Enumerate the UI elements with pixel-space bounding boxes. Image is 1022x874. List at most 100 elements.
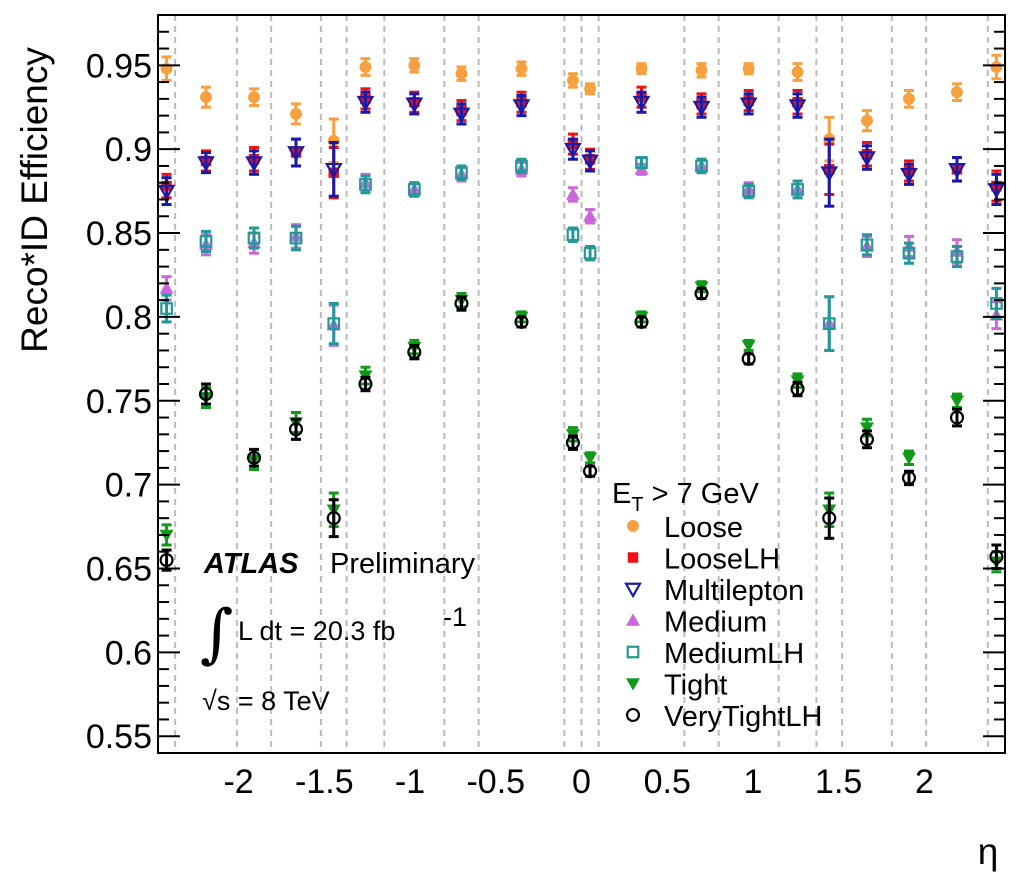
data-point — [949, 395, 964, 408]
data-series-layer — [157, 53, 1006, 574]
data-point — [635, 156, 648, 169]
data-point — [455, 166, 468, 180]
data-point — [407, 183, 421, 196]
x-axis-title: η — [978, 831, 999, 872]
data-point — [634, 314, 649, 329]
integral-sign: ∫ — [200, 597, 233, 671]
legend-label: Loose — [664, 512, 743, 544]
data-point — [159, 553, 174, 568]
data-point — [407, 345, 422, 360]
legend-item-looselh: LooseLH — [627, 544, 780, 576]
x-tick-label: 0 — [572, 763, 591, 801]
data-point — [245, 156, 263, 172]
data-point — [902, 246, 916, 260]
x-tick-label: 0.5 — [644, 763, 691, 801]
x-tick-label: -0.5 — [466, 763, 525, 801]
data-point — [246, 450, 262, 465]
data-point — [692, 100, 711, 117]
data-point — [566, 228, 580, 242]
data-point — [583, 246, 597, 260]
data-point — [512, 99, 531, 115]
data-point — [859, 422, 874, 435]
series-medium — [159, 157, 1004, 352]
legend-label: Medium — [664, 607, 767, 639]
energy-label: √s = 8 TeV — [202, 686, 330, 716]
data-point — [288, 422, 304, 437]
data-point — [408, 59, 421, 72]
data-point — [859, 432, 875, 447]
legend-item-mediumlh: MediumLH — [626, 638, 804, 670]
legend-label: MediumLH — [664, 638, 804, 670]
data-point — [581, 154, 599, 171]
data-point — [326, 511, 341, 526]
data-point — [584, 82, 597, 95]
y-tick-label: 0.6 — [105, 634, 152, 672]
data-point — [324, 162, 343, 179]
error-bar — [861, 233, 872, 257]
legend-marker — [627, 520, 639, 532]
error-bar — [824, 137, 835, 208]
legend-marker — [626, 613, 640, 626]
legend-item-tight: Tight — [626, 670, 727, 702]
data-point — [742, 184, 756, 198]
legend-header-sub: T — [631, 494, 643, 516]
data-point — [452, 107, 471, 124]
data-point — [359, 178, 372, 191]
data-point — [455, 67, 468, 80]
y-axis-title: Reco*ID Efficiency — [14, 47, 55, 353]
data-point — [741, 340, 756, 353]
data-point — [199, 235, 213, 248]
data-point — [514, 314, 529, 329]
series-verytightlh — [159, 286, 1004, 572]
legend-label: Tight — [664, 670, 727, 702]
data-point — [742, 62, 755, 75]
data-point — [157, 184, 176, 201]
data-point — [515, 159, 528, 173]
x-tick-label: 1.5 — [815, 763, 862, 801]
error-bar — [991, 286, 1002, 321]
data-point — [565, 435, 580, 450]
error-bar — [951, 244, 962, 269]
data-point — [515, 62, 528, 75]
data-point — [565, 187, 580, 200]
axes: 0.55 0.6 0.65 0.7 0.75 0.8 0.85 0.9 0.95 -2 -1.5 -1… — [86, 30, 1005, 801]
legend-item-verytightlh: VeryTightLH — [625, 701, 823, 733]
data-point — [694, 286, 709, 301]
data-point — [198, 387, 214, 402]
data-point — [860, 238, 874, 252]
data-point — [858, 151, 876, 167]
data-point — [741, 351, 756, 366]
data-point — [788, 99, 807, 115]
x-tick-label: 1 — [743, 763, 762, 801]
legend-header-rest: > 7 GeV — [644, 478, 760, 510]
data-point — [197, 156, 215, 172]
luminosity-label: ∫ L dt = 20.3 fb -1 — [200, 597, 467, 671]
atlas-experiment: ATLAS — [203, 548, 299, 580]
legend-marker — [625, 707, 641, 723]
lumi-exponent: -1 — [443, 602, 467, 632]
legend-item-medium: Medium — [626, 607, 767, 639]
data-point — [990, 61, 1003, 73]
atlas-label: ATLAS Preliminary — [203, 548, 476, 580]
data-point — [901, 452, 916, 465]
atlas-status: Preliminary — [330, 548, 476, 580]
data-point — [948, 162, 966, 179]
error-bar — [824, 496, 835, 540]
data-point — [405, 97, 424, 114]
x-tick-label: 2 — [915, 763, 934, 801]
data-point — [583, 452, 598, 465]
data-point — [695, 159, 708, 173]
y-tick-label: 0.9 — [105, 131, 152, 169]
y-tick-label: 0.8 — [105, 299, 152, 337]
data-point — [159, 281, 174, 294]
error-bar — [328, 498, 339, 539]
y-tick-label: 0.85 — [86, 215, 152, 253]
x-tick-label: -1 — [395, 763, 425, 801]
data-point — [990, 297, 1003, 310]
data-point — [454, 296, 469, 311]
data-point — [903, 92, 915, 105]
legend-marker — [624, 582, 642, 599]
data-point — [289, 231, 303, 245]
data-point — [695, 64, 708, 77]
